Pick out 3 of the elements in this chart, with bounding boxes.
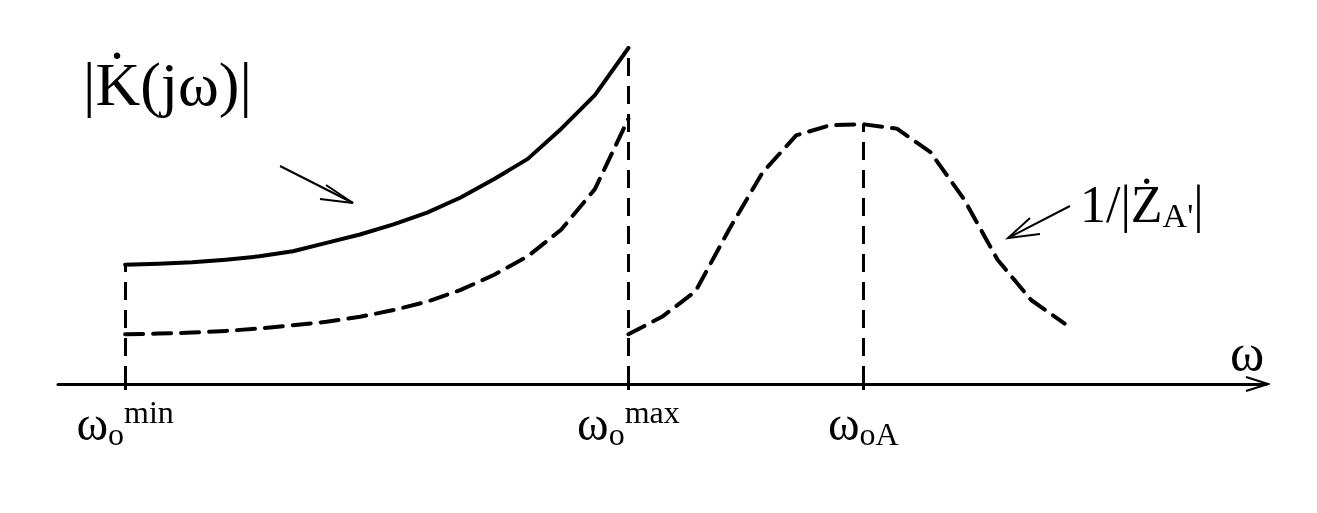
annotation: |K̇(jω)|: [83, 50, 252, 119]
x-axis-title: ω: [1230, 323, 1265, 381]
annotation: 1/|ŻA'|: [1080, 175, 1204, 234]
